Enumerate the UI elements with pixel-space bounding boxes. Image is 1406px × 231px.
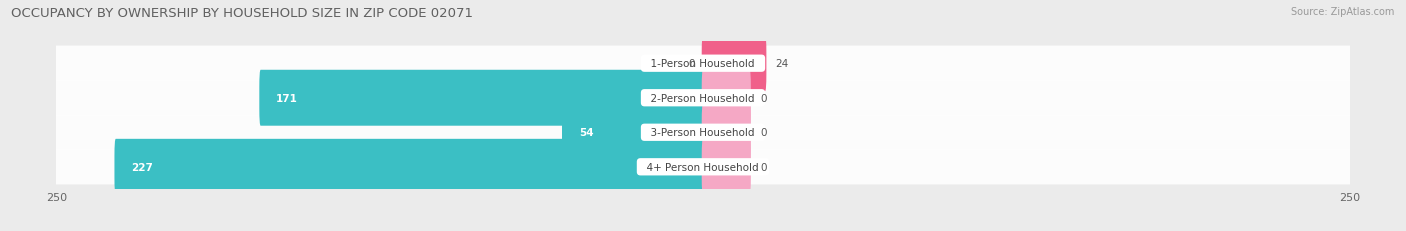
- Text: Source: ZipAtlas.com: Source: ZipAtlas.com: [1291, 7, 1395, 17]
- FancyBboxPatch shape: [51, 46, 1355, 82]
- Text: 4+ Person Household: 4+ Person Household: [641, 162, 765, 172]
- Text: 0: 0: [759, 162, 766, 172]
- FancyBboxPatch shape: [51, 149, 1355, 185]
- Text: 1-Person Household: 1-Person Household: [644, 59, 762, 69]
- Text: 0: 0: [759, 93, 766, 103]
- Text: 3-Person Household: 3-Person Household: [644, 128, 762, 138]
- Text: 171: 171: [276, 93, 298, 103]
- FancyBboxPatch shape: [114, 139, 704, 195]
- FancyBboxPatch shape: [562, 105, 704, 161]
- FancyBboxPatch shape: [51, 81, 1355, 116]
- FancyBboxPatch shape: [702, 105, 751, 161]
- Text: 227: 227: [131, 162, 153, 172]
- FancyBboxPatch shape: [702, 70, 751, 126]
- FancyBboxPatch shape: [51, 115, 1355, 150]
- FancyBboxPatch shape: [702, 139, 751, 195]
- Text: 0: 0: [759, 128, 766, 138]
- Text: 2-Person Household: 2-Person Household: [644, 93, 762, 103]
- FancyBboxPatch shape: [259, 70, 704, 126]
- Text: 0: 0: [689, 59, 695, 69]
- Text: 24: 24: [776, 59, 789, 69]
- Text: 54: 54: [579, 128, 593, 138]
- Text: OCCUPANCY BY OWNERSHIP BY HOUSEHOLD SIZE IN ZIP CODE 02071: OCCUPANCY BY OWNERSHIP BY HOUSEHOLD SIZE…: [11, 7, 474, 20]
- FancyBboxPatch shape: [702, 36, 766, 92]
